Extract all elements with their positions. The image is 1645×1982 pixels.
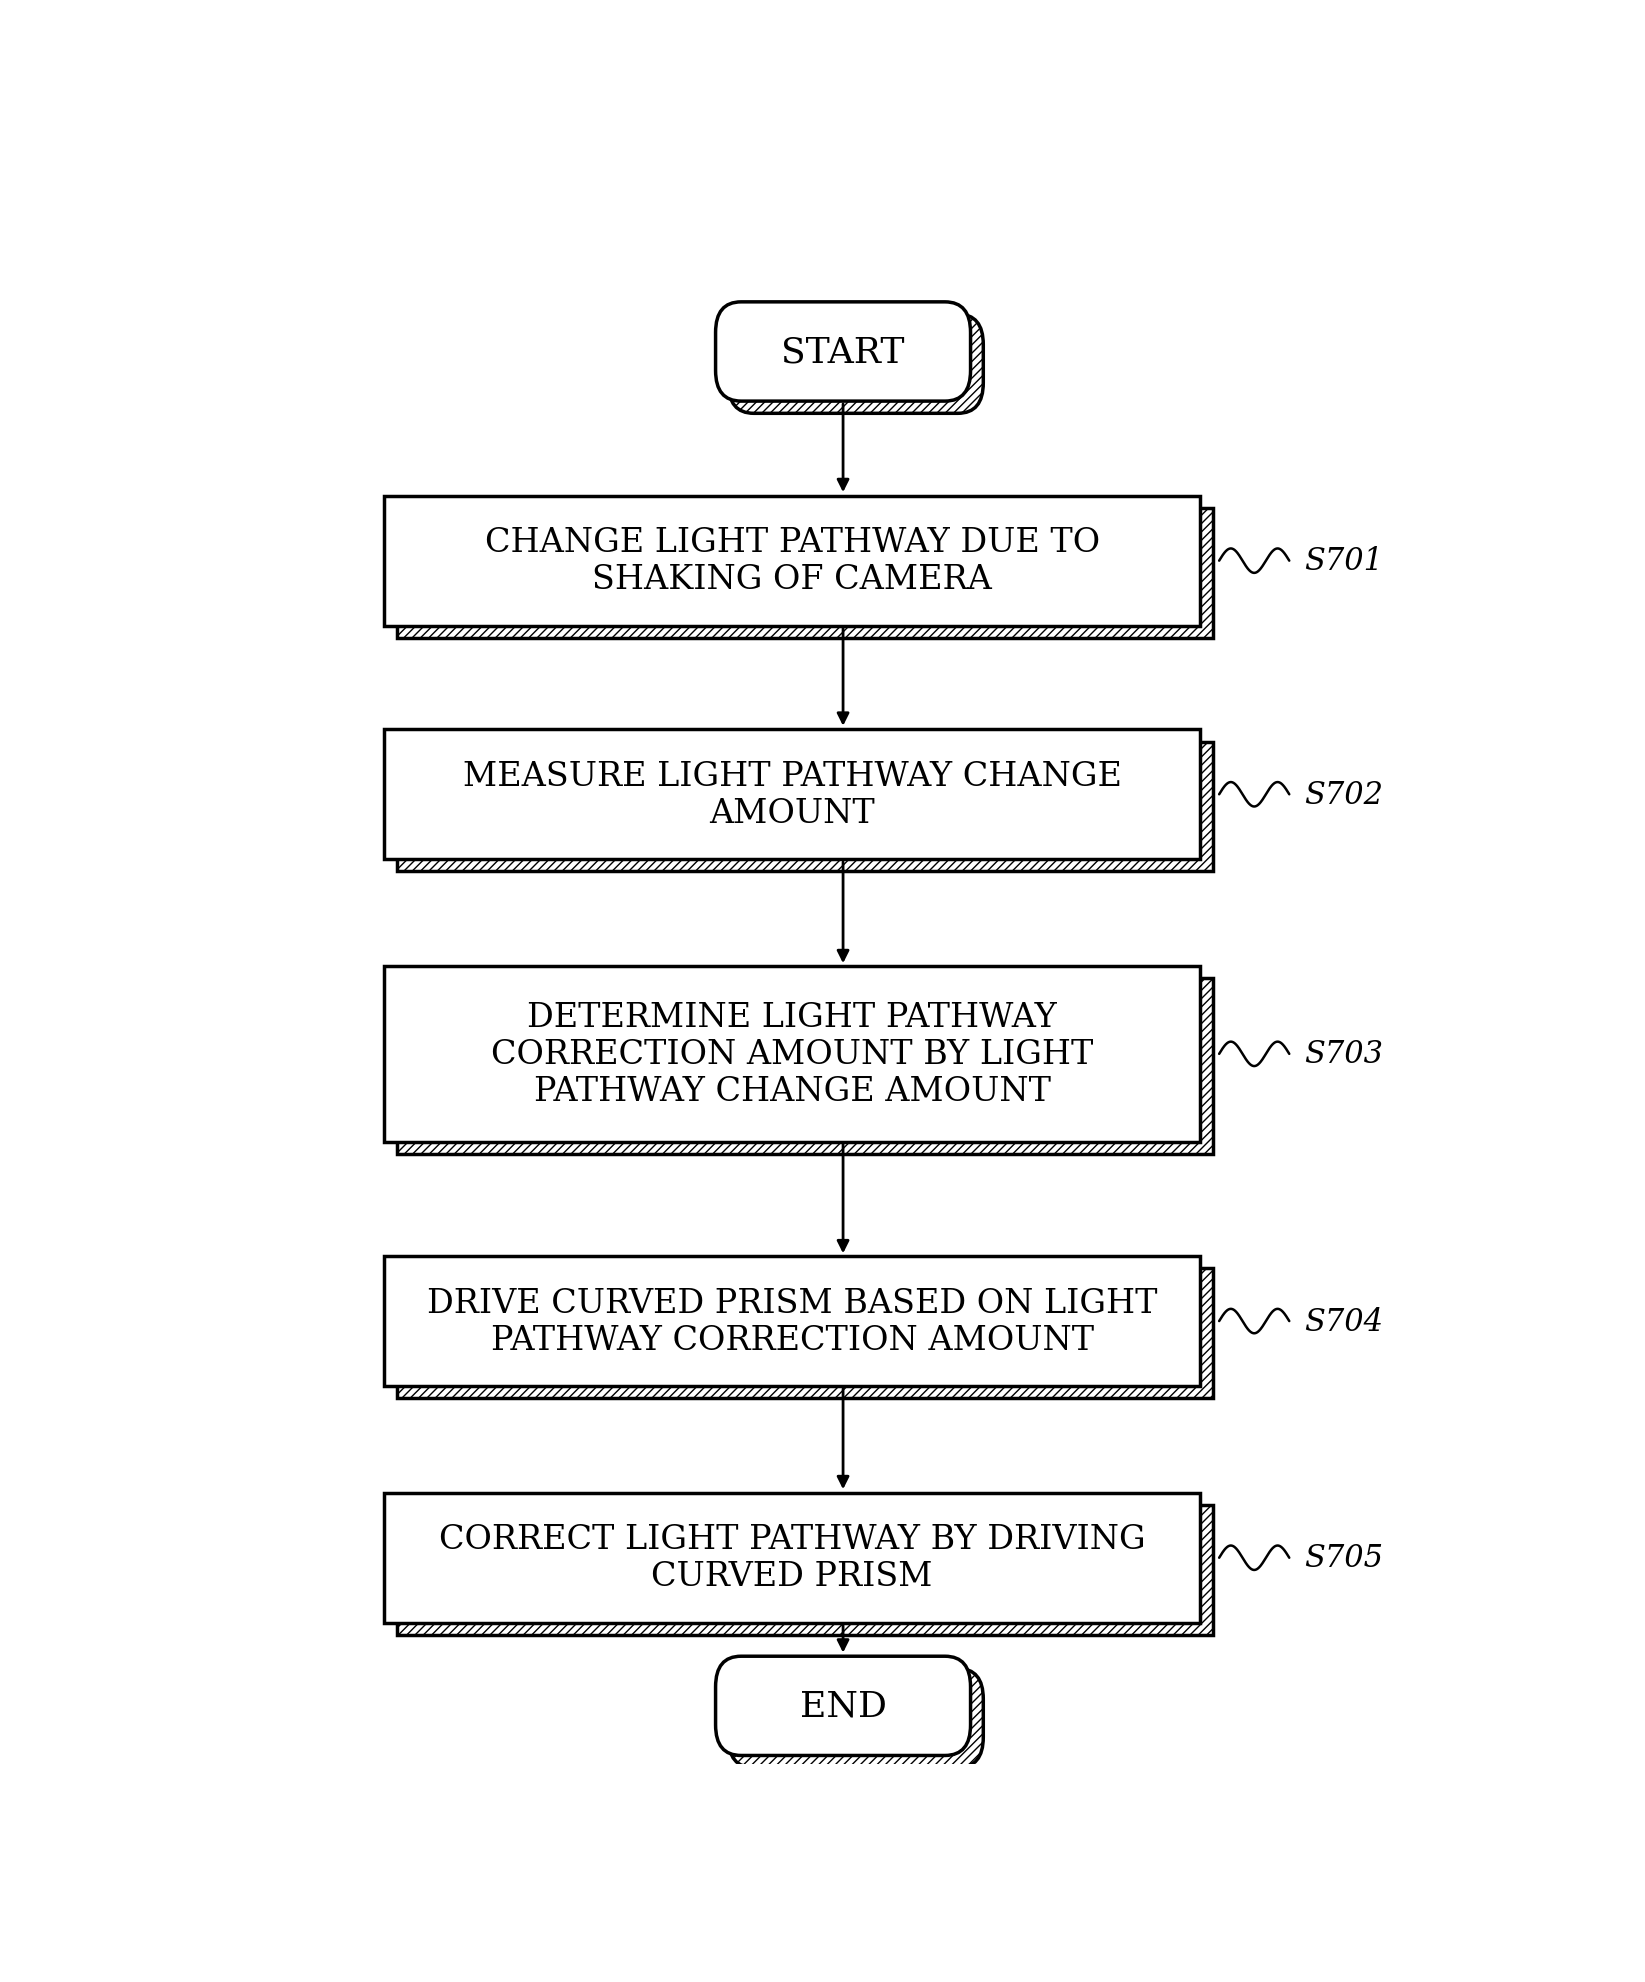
Text: S703: S703 [1304,1039,1383,1070]
Text: S705: S705 [1304,1542,1383,1574]
Text: END: END [799,1689,887,1722]
Text: S702: S702 [1304,779,1383,811]
Text: CORRECT LIGHT PATHWAY BY DRIVING
CURVED PRISM: CORRECT LIGHT PATHWAY BY DRIVING CURVED … [439,1524,1145,1592]
Text: S701: S701 [1304,545,1383,577]
FancyBboxPatch shape [396,979,1212,1154]
FancyBboxPatch shape [385,729,1201,860]
FancyBboxPatch shape [716,1657,971,1756]
Text: S704: S704 [1304,1306,1383,1338]
Text: START: START [781,335,905,369]
FancyBboxPatch shape [385,1257,1201,1385]
Text: DRIVE CURVED PRISM BASED ON LIGHT
PATHWAY CORRECTION AMOUNT: DRIVE CURVED PRISM BASED ON LIGHT PATHWA… [426,1286,1158,1356]
FancyBboxPatch shape [396,741,1212,872]
FancyBboxPatch shape [396,509,1212,638]
FancyBboxPatch shape [729,1669,984,1768]
FancyBboxPatch shape [396,1504,1212,1635]
Text: DETERMINE LIGHT PATHWAY
CORRECTION AMOUNT BY LIGHT
PATHWAY CHANGE AMOUNT: DETERMINE LIGHT PATHWAY CORRECTION AMOUN… [490,1001,1094,1108]
FancyBboxPatch shape [385,967,1201,1142]
FancyBboxPatch shape [385,1492,1201,1623]
FancyBboxPatch shape [396,1268,1212,1399]
FancyBboxPatch shape [716,303,971,402]
Text: CHANGE LIGHT PATHWAY DUE TO
SHAKING OF CAMERA: CHANGE LIGHT PATHWAY DUE TO SHAKING OF C… [485,527,1099,597]
FancyBboxPatch shape [385,497,1201,626]
FancyBboxPatch shape [729,315,984,414]
Text: MEASURE LIGHT PATHWAY CHANGE
AMOUNT: MEASURE LIGHT PATHWAY CHANGE AMOUNT [462,761,1122,828]
